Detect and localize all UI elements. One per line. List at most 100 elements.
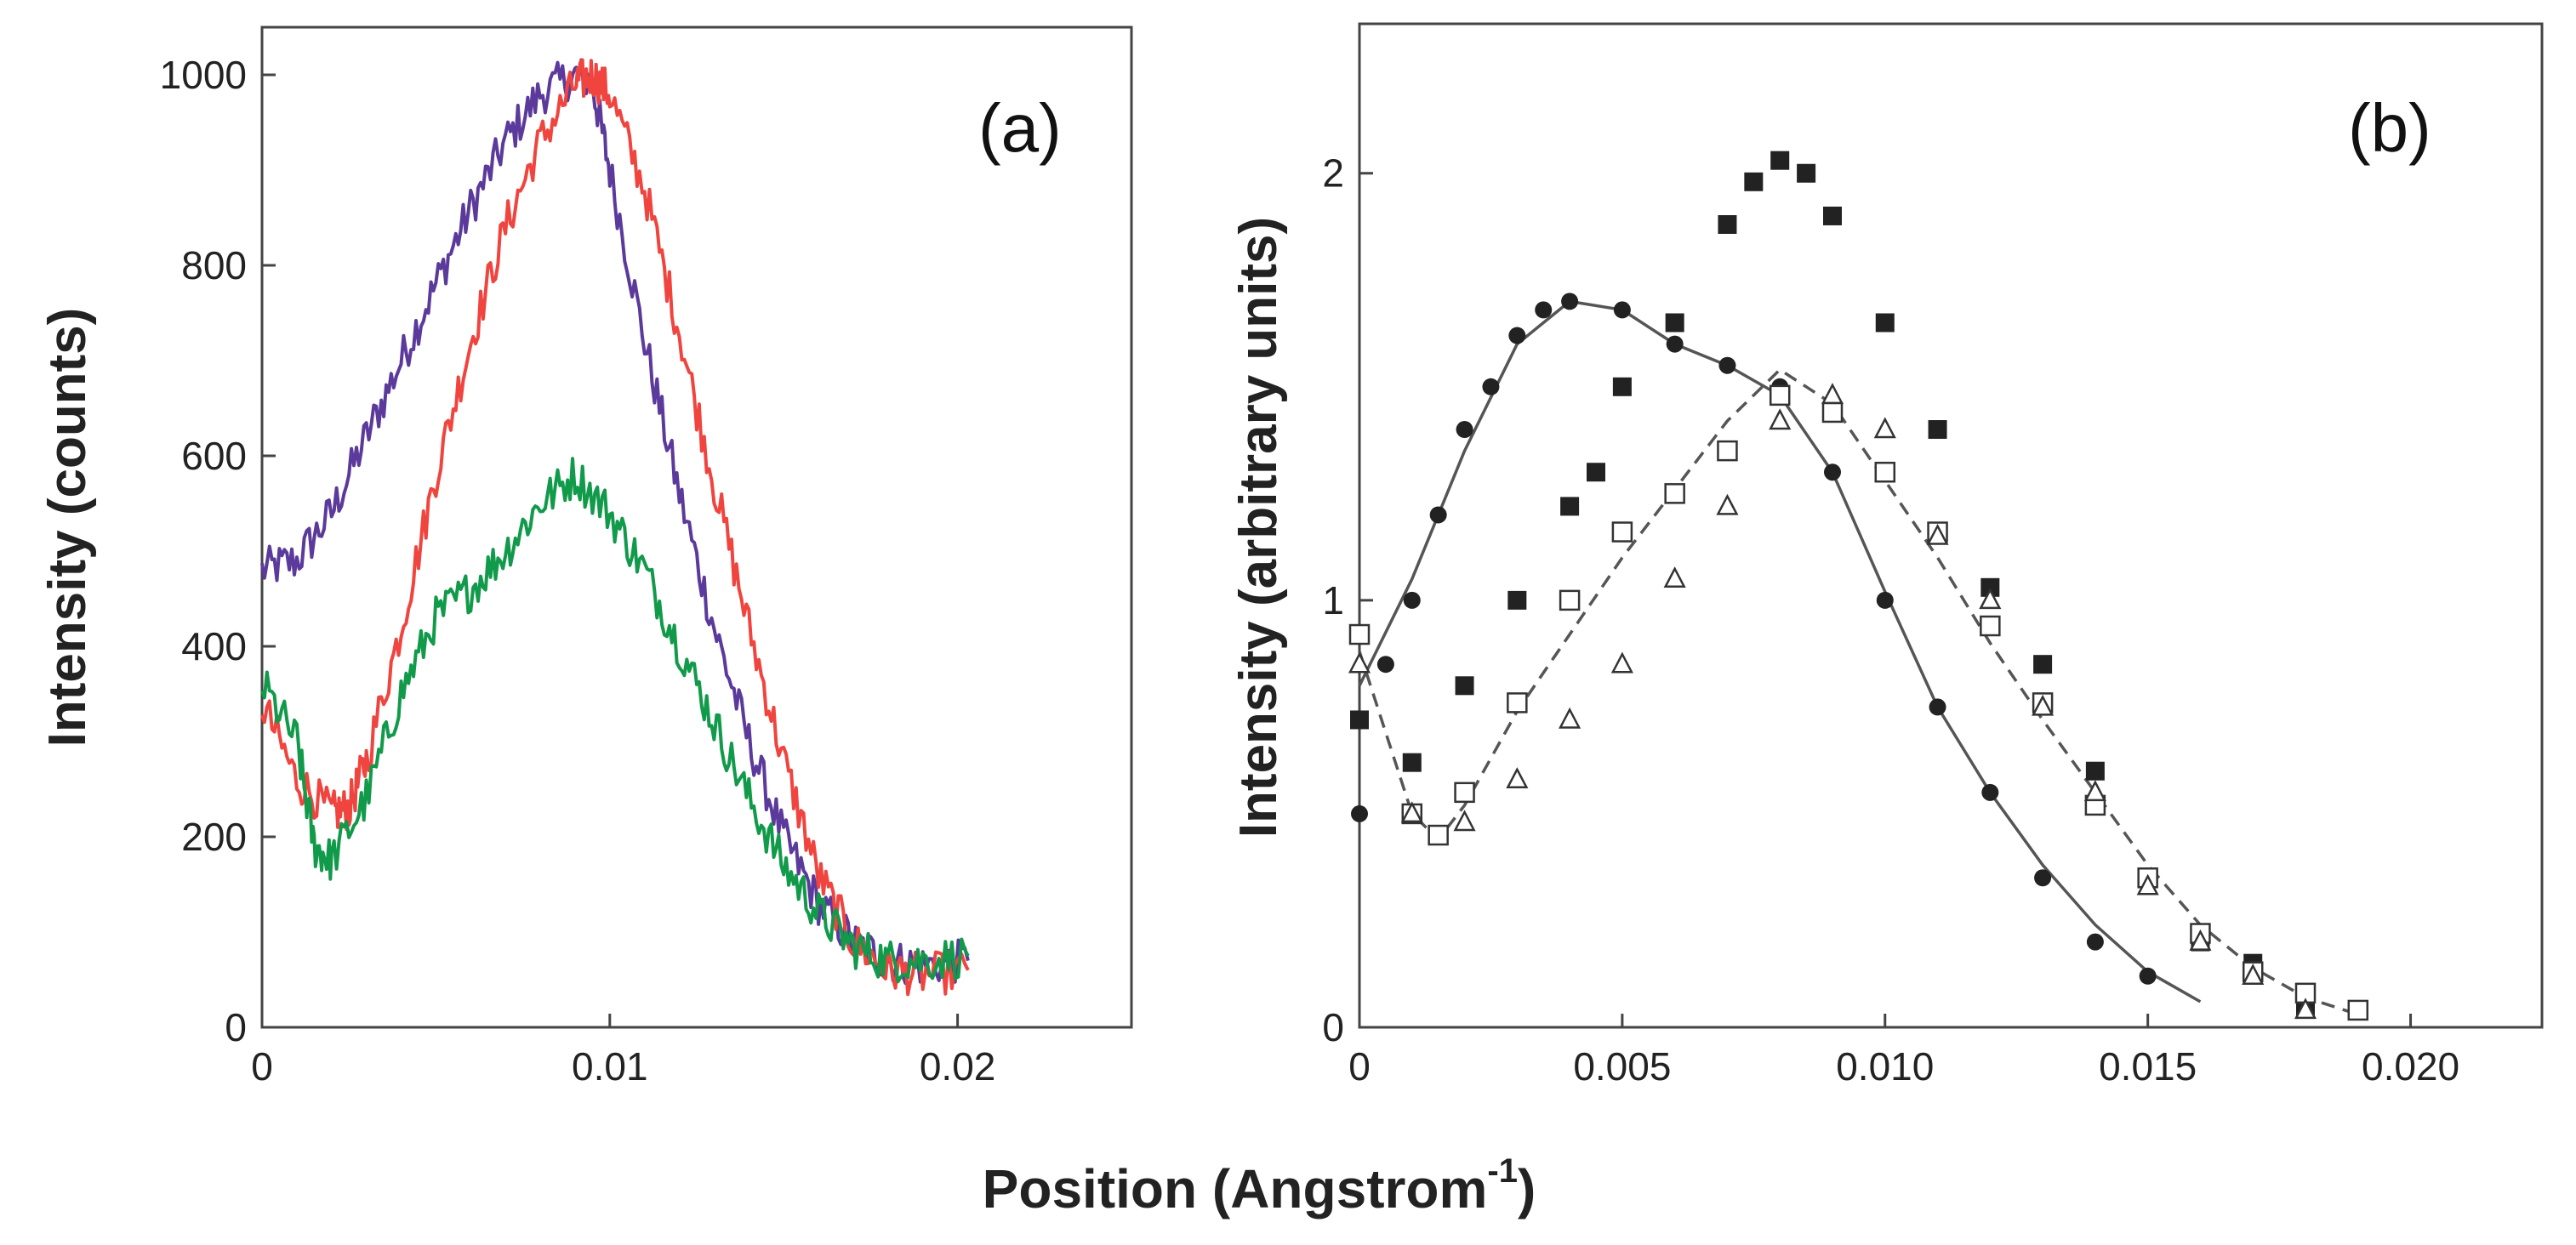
panel-a-y-tick-label: 1000 [160,53,247,97]
point-open-triangle [2294,998,2317,1020]
point-open-square [1611,521,1633,543]
point-open-square [1717,440,1738,462]
point-filled-circle [1613,301,1631,319]
panel-a-y-axis-label: Intensity (counts) [38,308,97,748]
point-filled-circle [1403,591,1421,609]
point-open-triangle [1453,810,1476,832]
point-filled-circle [1876,591,1894,609]
point-filled-circle [1718,356,1736,374]
point-open-triangle [1873,417,1896,439]
panel-a-label: (a) [978,90,1062,166]
point-filled-square [1875,313,1895,333]
point-open-triangle [1926,523,1949,545]
point-filled-square [2033,655,2053,674]
panel-a-frame [260,26,1133,1029]
point-filled-square [1587,463,1605,482]
panel-b-x-ticks: 0 0.005 0.010 0.015 0.020 [1348,1014,2459,1089]
point-filled-circle [1929,698,1946,716]
point-open-triangle [2032,694,2055,716]
x-axis-label-superscript: -1 [1487,1152,1518,1190]
point-filled-circle [1429,506,1447,524]
panel-b-y-axis-label: Intensity (arbitrary units) [1229,217,1288,838]
panel-a-y-tick-label: 600 [181,434,247,478]
panel-b-label: (b) [2348,90,2431,166]
panel-b-x-tick-label: 0 [1348,1044,1371,1089]
point-open-triangle [1506,767,1529,789]
panel-a-x-ticks: 0 0.01 0.02 [251,1014,995,1089]
point-open-triangle [1559,707,1582,729]
point-filled-square [1744,172,1764,191]
point-open-triangle [1716,493,1739,515]
point-open-square [1821,401,1844,424]
panel-a-y-tick-label: 0 [225,1005,247,1049]
point-filled-square [1928,420,1947,440]
series-purple-line [260,58,970,985]
series-red-line [260,58,970,997]
point-filled-circle [2139,967,2157,985]
point-filled-circle [1981,783,1999,801]
point-filled-circle [1666,335,1684,353]
point-filled-square [1455,676,1474,696]
point-open-triangle [1400,801,1423,823]
point-open-square [1559,589,1581,611]
point-open-triangle [1979,588,2002,610]
point-filled-square [2085,761,2105,781]
panel-b-x-tick-label: 0.010 [1836,1044,1934,1089]
point-filled-square [1665,313,1684,333]
point-filled-square [1823,206,1842,225]
point-open-square [1664,483,1685,504]
panel-b-frame [1358,22,2544,1029]
point-open-triangle [2136,873,2159,895]
point-filled-circle [1561,293,1579,310]
panel-b-y-tick-label: 0 [1322,1005,1344,1049]
panel-b-x-tick-label: 0.020 [2362,1044,2459,1089]
point-open-square [1769,384,1791,406]
point-open-square [1874,461,1896,483]
panel-a-y-tick-label: 200 [181,815,247,859]
shared-x-axis-label: Position (Angstrom-1) [983,1152,1536,1219]
point-open-square [1348,623,1371,645]
point-open-triangle [2189,929,2212,951]
point-filled-circle [1535,301,1553,319]
panel-a-x-tick-label: 0.02 [920,1044,996,1089]
point-filled-circle [2086,933,2104,951]
panel-b-y-ticks: 0 1 2 [1322,151,1373,1049]
panel-b-y-tick-label: 1 [1322,578,1344,622]
point-open-triangle [1348,651,1371,674]
series-green-line [260,457,970,984]
point-open-square [1428,824,1449,846]
x-axis-label-main: Position (Angstrom [983,1158,1488,1219]
point-open-square [1980,615,2001,637]
point-filled-square [1402,753,1422,772]
point-filled-circle [1351,804,1368,822]
point-open-triangle [2242,964,2265,985]
point-filled-square [1507,590,1527,610]
series-solid-fit [1358,299,2202,1003]
panel-a-x-tick-label: 0 [251,1044,273,1089]
point-filled-circle [1508,327,1526,344]
series-dashed-fit [1358,367,2359,1016]
point-open-square [2347,999,2369,1021]
panel-a-y-tick-label: 400 [181,624,247,668]
point-open-triangle [1663,566,1686,588]
point-filled-square [1797,163,1816,183]
point-filled-square [1718,215,1737,234]
point-filled-circle [1482,378,1500,395]
point-filled-square [1612,377,1632,396]
panel-a-chart: 0 0.01 0.02 0 200 400 600 800 1000 (a) Intensit… [38,26,1133,1089]
point-open-square [1507,692,1528,713]
panel-b-x-tick-label: 0.015 [2099,1044,2197,1089]
point-filled-square [1350,710,1369,730]
panel-a-series-group [260,58,970,997]
point-open-square [1454,782,1475,804]
point-filled-square [1770,151,1790,170]
point-filled-circle [2034,869,2052,887]
x-axis-label-close: ) [1518,1158,1536,1219]
panel-b-chart: 0 0.005 0.010 0.015 0.020 0 1 2 (b) Intensity … [1229,22,2544,1089]
panel-a-y-tick-label: 800 [181,243,247,287]
panel-b-y-tick-label: 2 [1322,151,1344,196]
point-filled-square [1560,497,1580,516]
point-filled-circle [1376,656,1394,674]
point-open-triangle [1610,651,1633,674]
